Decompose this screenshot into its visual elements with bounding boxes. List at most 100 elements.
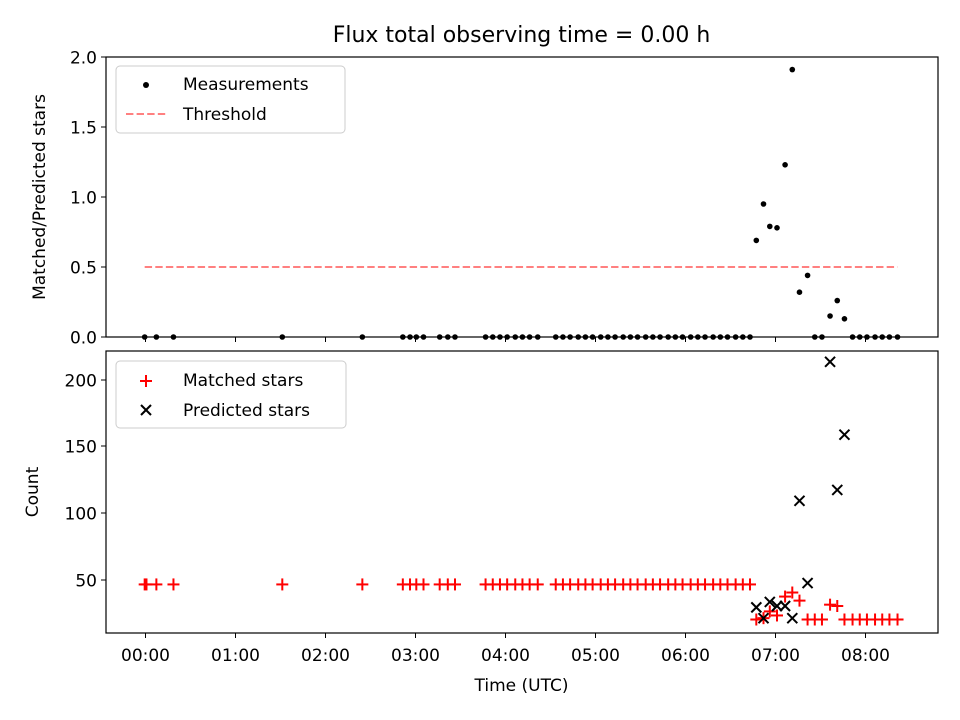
top-legend-box — [115, 65, 346, 134]
bottom-x-axis-label: Time (UTC) — [474, 676, 569, 696]
predicted-star-point — [764, 596, 776, 608]
bottom-x-tick: 07:00 — [751, 633, 800, 666]
bottom-plot-area — [138, 356, 904, 626]
bottom-x-tick-label: 05:00 — [571, 646, 620, 666]
bottom-x-tick-label: 04:00 — [481, 646, 530, 666]
matched-star-point — [779, 590, 792, 603]
bottom-y-axis-label: Count — [23, 466, 43, 517]
predicted-star-stroke — [771, 600, 783, 612]
bottom-x-tick-label: 01:00 — [211, 646, 260, 666]
predicted-star-point — [786, 612, 798, 624]
measurement-point — [774, 225, 780, 231]
bottom-y-tick-label: 50 — [75, 572, 97, 592]
matched-star-point — [167, 578, 180, 591]
bottom-x-tick-label: 07:00 — [751, 646, 800, 666]
measurement-point — [841, 316, 848, 322]
bottom-y-tick-label: 100 — [65, 505, 97, 525]
bottom-x-tick: 08:00 — [841, 633, 890, 666]
bottom-panel: 50 100 150 200 00:00 01:00 — [23, 350, 939, 696]
measurement-point — [760, 201, 767, 207]
bottom-y-tick: 150 — [65, 438, 106, 458]
top-chart-title: Flux total observing time = 0.00 h — [333, 23, 711, 48]
bottom-x-tick: 01:00 — [211, 633, 260, 666]
measurement-point — [804, 272, 811, 279]
matched-star-point — [786, 586, 799, 599]
matched-star-point — [744, 578, 757, 591]
predicted-star-point — [831, 484, 843, 496]
legend-label-measurements: Measurements — [183, 75, 309, 95]
predicted-star-point — [824, 356, 836, 368]
bottom-legend: Matched stars Predicted stars — [115, 360, 347, 429]
predicted-star-point — [771, 600, 783, 612]
predicted-star-point — [750, 601, 763, 614]
matched-star-point — [824, 598, 837, 611]
predicted-star-stroke — [824, 356, 836, 368]
legend-label-predicted: Predicted stars — [183, 401, 310, 421]
predicted-star-stroke — [801, 577, 814, 589]
matched-star-point — [531, 578, 544, 591]
top-y-tick: 2.0 — [70, 49, 106, 69]
measurement-point — [827, 313, 833, 319]
bottom-x-tick: 06:00 — [661, 633, 710, 666]
legend-label-matched: Matched stars — [183, 371, 303, 391]
matched-star-point — [815, 613, 828, 626]
predicted-star-point — [779, 600, 791, 612]
predicted-star-point — [838, 428, 851, 441]
predicted-star-point — [793, 495, 806, 507]
predicted-star-stroke — [793, 495, 806, 507]
top-y-tick-label: 2.0 — [70, 49, 97, 69]
measurement-point — [753, 237, 760, 244]
bottom-x-tick-label: 03:00 — [391, 646, 440, 666]
top-axes-frame — [105, 56, 939, 338]
matched-star-point — [793, 594, 806, 607]
predicted-star-stroke — [764, 596, 776, 608]
bottom-x-tick-label: 00:00 — [121, 646, 170, 666]
matched-star-point — [831, 600, 844, 613]
matched-star-point — [356, 578, 369, 591]
measurement-point — [767, 223, 773, 230]
matched-star-point — [770, 609, 783, 622]
predicted-star-stroke — [831, 484, 843, 496]
bottom-legend-box — [115, 360, 347, 429]
top-y-tick: 0.5 — [70, 259, 106, 279]
top-y-tick: 1.5 — [70, 119, 106, 139]
top-y-tick-label: 0.5 — [70, 259, 97, 279]
legend-marker-predicted — [140, 404, 152, 416]
bottom-x-tick: 03:00 — [391, 633, 440, 666]
bottom-y-tick: 200 — [65, 372, 106, 392]
bottom-x-tick-label: 02:00 — [301, 646, 350, 666]
measurement-point — [796, 289, 803, 296]
bottom-x-tick: 05:00 — [571, 633, 620, 666]
bottom-x-tick: 04:00 — [481, 633, 530, 666]
matched-star-point — [448, 578, 461, 591]
bottom-x-tick-label: 08:00 — [841, 646, 890, 666]
bottom-x-tick-label: 06:00 — [661, 646, 710, 666]
matched-star-point — [891, 613, 904, 626]
top-panel: 0.0 0.5 1.0 1.5 2.0 — [30, 49, 939, 349]
legend-marker-matched — [140, 375, 152, 387]
bottom-y-ticks: 50 100 150 200 — [65, 372, 106, 592]
bottom-y-tick-label: 150 — [65, 438, 97, 458]
predicted-star-stroke — [786, 612, 798, 624]
predicted-star-stroke — [757, 612, 770, 624]
top-y-tick: 0.0 — [70, 329, 106, 349]
predicted-star-stroke — [779, 600, 791, 612]
legend-label-threshold: Threshold — [182, 105, 267, 125]
matched-star-point — [150, 578, 163, 591]
measurement-point — [789, 66, 796, 73]
measurement-point — [834, 297, 841, 304]
matched-star-point — [417, 578, 430, 591]
measurement-point — [782, 162, 788, 168]
predicted-star-point — [757, 612, 770, 624]
matched-star-point — [750, 613, 763, 626]
top-y-tick-label: 1.0 — [70, 189, 97, 209]
top-y-tick-label: 1.5 — [70, 119, 97, 139]
bottom-x-tick: 00:00 — [121, 633, 170, 666]
bottom-x-tick: 02:00 — [301, 633, 350, 666]
predicted-star-stroke — [750, 601, 763, 614]
bottom-axes-frame — [105, 350, 939, 634]
top-y-axis-label: Matched/Predicted stars — [30, 94, 50, 300]
top-y-tick-label: 0.0 — [70, 329, 97, 349]
bottom-x-ticks: 00:00 01:00 02:00 03:00 04:00 05:00 — [121, 633, 890, 666]
